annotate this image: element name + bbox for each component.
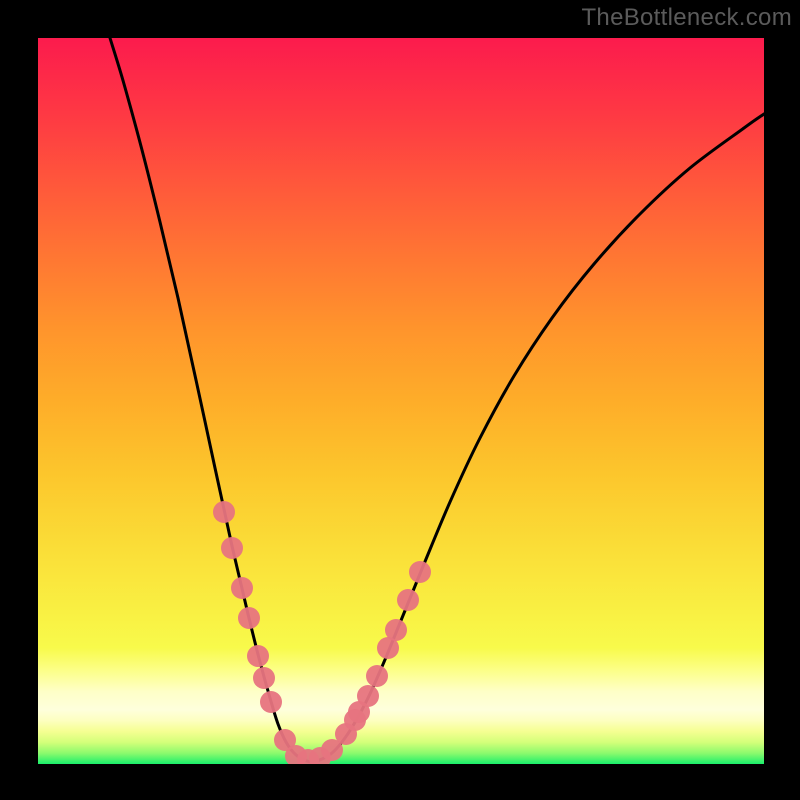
curve-marker — [385, 619, 407, 641]
curve-marker — [231, 577, 253, 599]
plot-background-gradient — [38, 38, 764, 764]
curve-marker — [409, 561, 431, 583]
curve-marker — [397, 589, 419, 611]
curve-marker — [213, 501, 235, 523]
curve-marker — [253, 667, 275, 689]
curve-marker — [366, 665, 388, 687]
curve-marker — [238, 607, 260, 629]
bottleneck-curve-chart — [0, 0, 800, 800]
curve-marker — [357, 685, 379, 707]
chart-stage: TheBottleneck.com — [0, 0, 800, 800]
curve-marker — [221, 537, 243, 559]
curve-marker — [247, 645, 269, 667]
curve-marker — [260, 691, 282, 713]
